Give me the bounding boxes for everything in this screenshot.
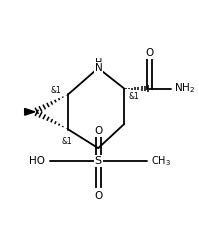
Text: HO: HO [29,156,45,166]
Text: O: O [145,48,154,58]
Text: &1: &1 [51,86,62,95]
Text: &1: &1 [61,137,72,146]
Text: H: H [95,58,102,69]
Text: CH$_3$: CH$_3$ [151,154,171,168]
Text: O: O [94,191,102,201]
Text: S: S [95,156,102,166]
Text: NH$_2$: NH$_2$ [174,82,195,96]
Polygon shape [25,109,35,115]
Text: &1: &1 [129,92,140,100]
Text: N: N [95,63,102,73]
Text: O: O [94,126,102,136]
